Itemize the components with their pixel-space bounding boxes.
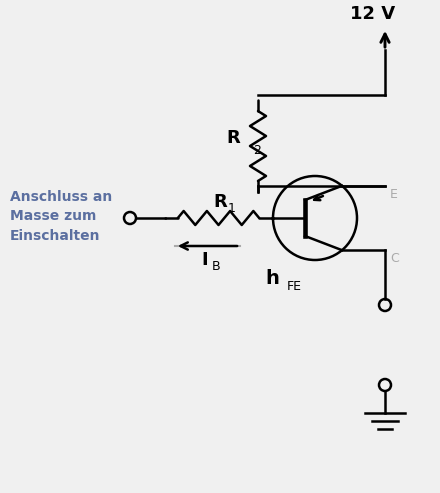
Text: C: C [390,252,399,265]
Text: B: B [212,259,220,273]
Text: R: R [226,129,240,147]
Text: 12 V: 12 V [350,5,396,23]
Text: FE: FE [287,280,302,292]
Text: Anschluss an
Masse zum
Einschalten: Anschluss an Masse zum Einschalten [10,190,112,243]
Text: E: E [390,188,398,201]
Text: h: h [265,269,279,287]
Text: I: I [201,251,208,269]
Text: R: R [214,193,227,211]
Text: 1: 1 [227,203,235,215]
Text: 2: 2 [253,144,261,157]
